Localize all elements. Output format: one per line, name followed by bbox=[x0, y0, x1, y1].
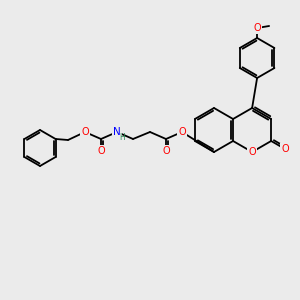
Text: O: O bbox=[248, 147, 256, 157]
Text: N: N bbox=[113, 127, 121, 137]
Text: O: O bbox=[81, 127, 89, 137]
Text: O: O bbox=[97, 146, 105, 156]
Text: O: O bbox=[253, 23, 261, 33]
Text: O: O bbox=[162, 146, 170, 156]
Text: O: O bbox=[281, 144, 289, 154]
Text: O: O bbox=[178, 127, 186, 137]
Text: H: H bbox=[119, 133, 125, 142]
